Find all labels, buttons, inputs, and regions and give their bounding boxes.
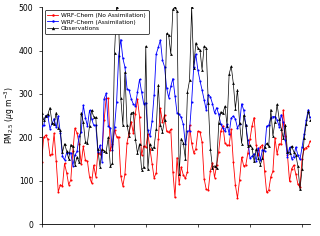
Observations bbox=[113, 51, 116, 54]
WRF-Chem (Assimilation) bbox=[254, 159, 258, 162]
Line: WRF-Chem (No Assimilation): WRF-Chem (No Assimilation) bbox=[41, 97, 311, 199]
WRF-Chem (No Assimilation) bbox=[104, 97, 108, 100]
WRF-Chem (Assimilation) bbox=[119, 38, 123, 41]
WRF-Chem (No Assimilation) bbox=[181, 174, 185, 177]
WRF-Chem (No Assimilation) bbox=[254, 144, 258, 147]
Observations bbox=[298, 188, 302, 191]
WRF-Chem (Assimilation) bbox=[115, 100, 118, 103]
WRF-Chem (No Assimilation) bbox=[156, 138, 160, 140]
Observations bbox=[181, 141, 185, 144]
WRF-Chem (No Assimilation) bbox=[115, 135, 118, 138]
Observations bbox=[252, 160, 256, 163]
Line: WRF-Chem (Assimilation): WRF-Chem (Assimilation) bbox=[41, 38, 311, 167]
WRF-Chem (Assimilation) bbox=[242, 109, 246, 112]
WRF-Chem (Assimilation) bbox=[183, 143, 187, 146]
WRF-Chem (Assimilation) bbox=[40, 125, 44, 128]
WRF-Chem (No Assimilation) bbox=[236, 197, 239, 200]
WRF-Chem (Assimilation) bbox=[221, 126, 225, 129]
Observations bbox=[156, 83, 160, 86]
WRF-Chem (Assimilation) bbox=[308, 115, 312, 118]
WRF-Chem (No Assimilation) bbox=[40, 161, 44, 164]
WRF-Chem (No Assimilation) bbox=[219, 130, 223, 132]
Y-axis label: PM$_{2.5}$ ($\mu$g m$^{-3}$): PM$_{2.5}$ ($\mu$g m$^{-3}$) bbox=[3, 87, 17, 144]
Line: Observations: Observations bbox=[40, 6, 312, 191]
Legend: WRF-Chem (No Assimilation), WRF-Chem (Assimilation), Observations: WRF-Chem (No Assimilation), WRF-Chem (As… bbox=[44, 10, 148, 34]
Observations bbox=[40, 112, 44, 115]
Observations bbox=[219, 110, 223, 113]
WRF-Chem (No Assimilation) bbox=[308, 139, 312, 142]
Observations bbox=[308, 118, 312, 121]
WRF-Chem (Assimilation) bbox=[71, 164, 75, 167]
Observations bbox=[115, 6, 118, 8]
WRF-Chem (No Assimilation) bbox=[242, 165, 246, 168]
Observations bbox=[240, 142, 244, 145]
WRF-Chem (Assimilation) bbox=[158, 39, 162, 42]
